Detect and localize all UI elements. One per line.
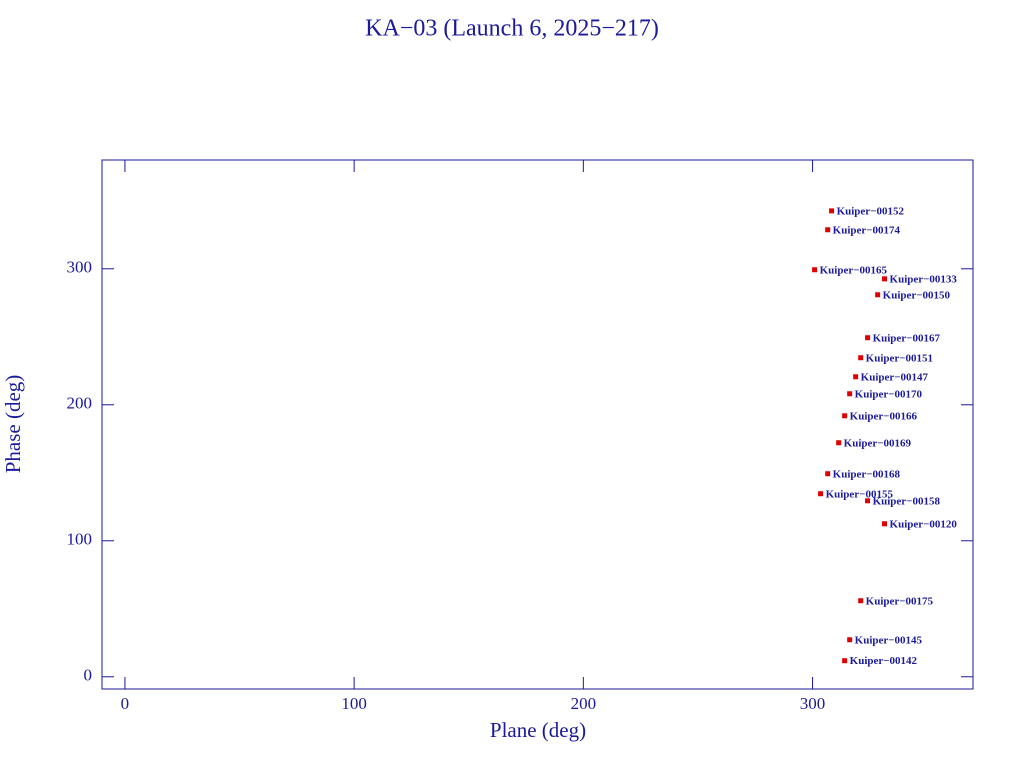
point-label: Kuiper−00152: [837, 205, 905, 217]
point: [847, 637, 853, 643]
point: [842, 658, 848, 664]
point-label: Kuiper−00168: [833, 468, 901, 480]
x-tick-label: 0: [121, 694, 130, 713]
x-tick-label: 300: [800, 694, 826, 713]
y-tick-label: 300: [67, 258, 93, 277]
point: [875, 292, 881, 298]
point-label: Kuiper−00175: [866, 595, 934, 607]
point: [865, 498, 871, 504]
chart-title: KA−03 (Launch 6, 2025−217): [365, 16, 659, 42]
x-tick-label: 200: [571, 694, 597, 713]
point: [836, 440, 842, 446]
point: [853, 374, 859, 380]
point: [847, 391, 853, 397]
point: [865, 335, 871, 341]
point-label: Kuiper−00155: [826, 488, 894, 500]
y-tick-label: 200: [67, 394, 93, 413]
point: [818, 491, 824, 497]
y-tick-label: 0: [84, 666, 93, 685]
point-label: Kuiper−00169: [844, 437, 912, 449]
point: [825, 227, 831, 233]
x-axis-label: Plane (deg): [490, 718, 586, 742]
point: [829, 208, 835, 214]
point: [812, 267, 818, 273]
point-label: Kuiper−00145: [855, 634, 923, 646]
point-label: Kuiper−00158: [873, 495, 941, 507]
point-label: Kuiper−00165: [820, 264, 888, 276]
point-label: Kuiper−00170: [855, 388, 923, 400]
point: [858, 355, 864, 361]
point-label: Kuiper−00151: [866, 352, 933, 364]
point-label: Kuiper−00167: [873, 332, 941, 344]
point-label: Kuiper−00142: [850, 655, 918, 667]
point: [825, 471, 831, 477]
point-label: Kuiper−00166: [850, 410, 918, 422]
point: [882, 276, 888, 282]
point: [858, 598, 864, 604]
point-label: Kuiper−00150: [883, 289, 951, 301]
point-label: Kuiper−00133: [890, 273, 958, 285]
point: [882, 521, 888, 527]
point-label: Kuiper−00174: [833, 224, 901, 236]
y-axis-label: Phase (deg): [1, 375, 25, 474]
y-tick-label: 100: [67, 530, 93, 549]
plot-frame: [101, 159, 974, 690]
x-tick-label: 100: [341, 694, 367, 713]
point-label: Kuiper−00147: [861, 371, 929, 383]
point-label: Kuiper−00120: [890, 518, 958, 530]
point: [842, 413, 848, 419]
